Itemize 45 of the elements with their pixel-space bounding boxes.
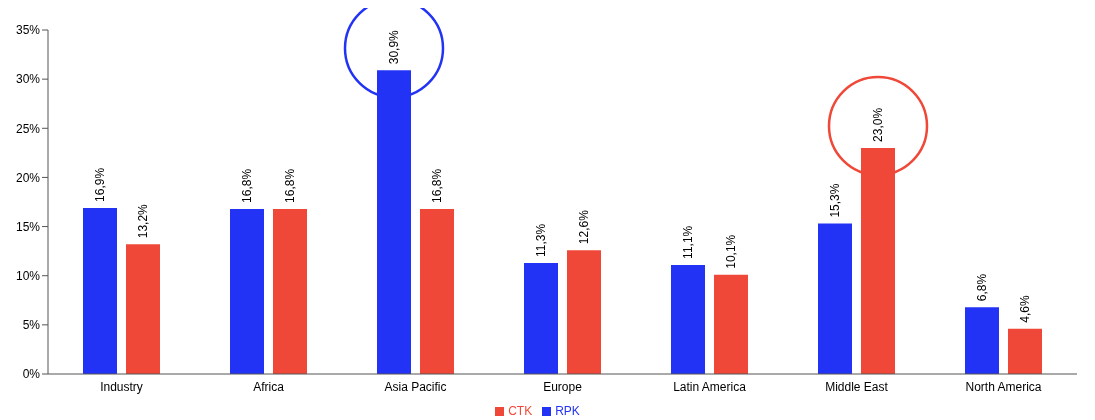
bar (230, 208, 264, 374)
y-tick-label: 25% (15, 121, 41, 136)
bar (420, 208, 454, 374)
y-tick-label: 0% (22, 367, 41, 382)
bar (524, 262, 558, 374)
data-label: 16,9% (93, 167, 107, 202)
bar (83, 207, 117, 374)
y-tick-label: 5% (22, 318, 41, 333)
data-label: 12,6% (577, 209, 591, 245)
y-tick-label: 10% (15, 268, 41, 283)
y-tick-label: 15% (15, 219, 41, 234)
data-label: 16,8% (430, 168, 444, 203)
data-label: 16,8% (283, 168, 297, 203)
bar (126, 244, 160, 374)
data-label: 10,1% (724, 234, 738, 269)
y-tick-label: 20% (15, 170, 41, 185)
x-tick-label: Africa (253, 379, 285, 394)
x-tick-label: Middle East (825, 379, 889, 394)
data-label: 15,3% (828, 183, 842, 218)
x-tick-label: Europe (543, 379, 583, 394)
bar (818, 223, 852, 374)
bar (714, 274, 748, 374)
legend-label: RPK (555, 404, 580, 418)
bar (861, 147, 895, 374)
bar (965, 307, 999, 374)
y-tick-label: 30% (15, 72, 41, 87)
bar (671, 264, 705, 374)
bar (567, 250, 601, 374)
bar (1008, 328, 1042, 374)
legend-label: CTK (508, 404, 533, 418)
y-tick-label: 35% (15, 23, 41, 38)
data-label: 23,0% (871, 107, 885, 142)
x-tick-label: North America (965, 379, 1042, 394)
data-label: 4,6% (1018, 295, 1032, 323)
bar (273, 208, 307, 374)
data-label: 11,3% (534, 223, 548, 257)
x-tick-label: Industry (100, 379, 143, 394)
x-tick-label: Latin America (673, 379, 747, 394)
bar (377, 70, 411, 374)
data-label: 16,8% (240, 168, 254, 203)
data-label: 30,9% (387, 29, 401, 65)
data-label: 13,2% (136, 203, 150, 239)
data-label: 6,8% (975, 273, 989, 302)
x-tick-label: Asia Pacific (384, 379, 447, 394)
data-label: 11,1% (681, 225, 695, 259)
